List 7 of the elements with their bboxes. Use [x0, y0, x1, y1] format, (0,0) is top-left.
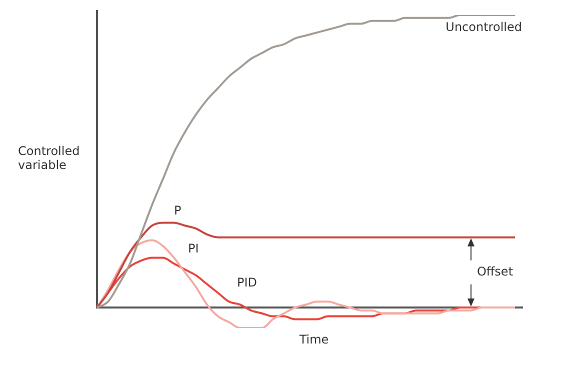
series-label: P — [174, 204, 182, 218]
series-label: PI — [188, 241, 199, 256]
x-axis-title: Time — [298, 332, 329, 347]
series-label: PID — [237, 276, 258, 290]
series-label: Uncontrolled — [446, 20, 522, 34]
annotation: Offset — [476, 264, 514, 279]
y-axis-title: Controlled variable — [18, 144, 80, 172]
